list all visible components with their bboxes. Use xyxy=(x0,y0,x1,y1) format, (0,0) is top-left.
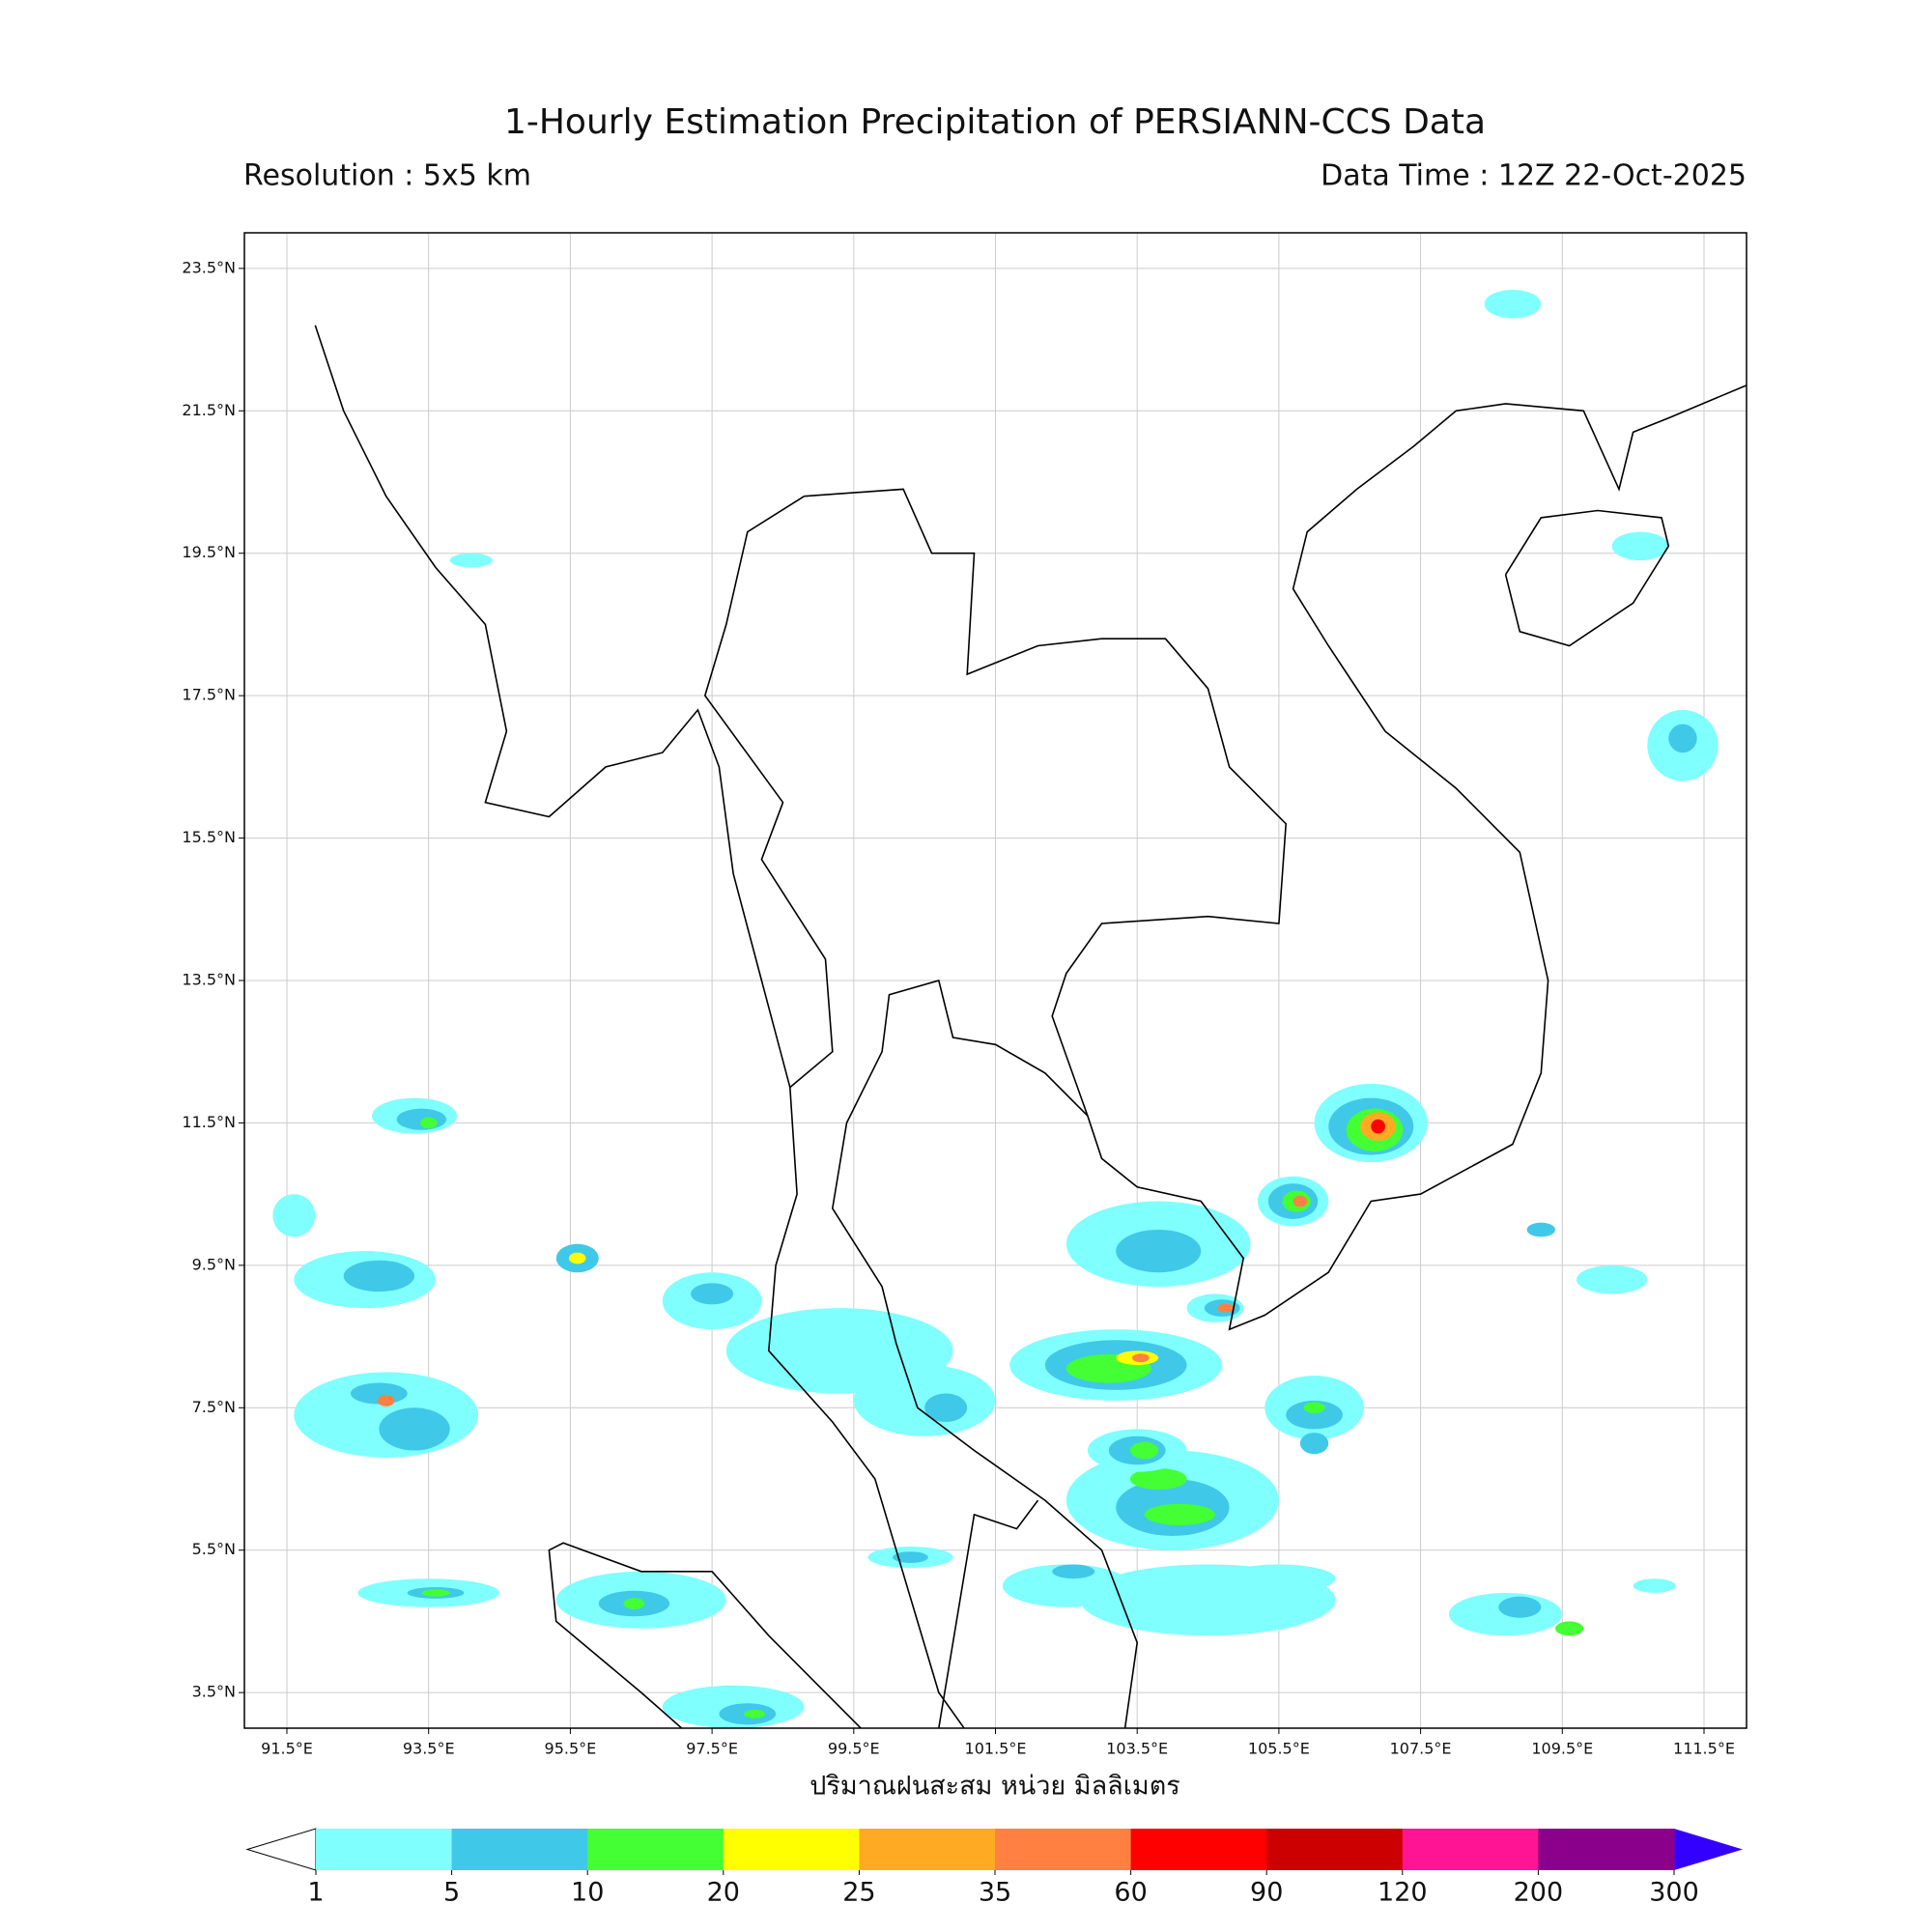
rain-area xyxy=(893,1551,928,1563)
y-tick-label: 5.5°N xyxy=(192,1540,236,1558)
title: 1-Hourly Estimation Precipitation of PER… xyxy=(504,102,1486,142)
rain-area xyxy=(623,1598,645,1609)
rain-area xyxy=(1002,1564,1130,1607)
x-tick-label: 103.5°E xyxy=(1106,1740,1168,1758)
y-tick-label: 23.5°N xyxy=(182,258,236,276)
colorbar-label: 10 xyxy=(571,1878,604,1908)
y-tick-label: 3.5°N xyxy=(192,1683,236,1701)
rain-area xyxy=(343,1260,415,1293)
colorbar-label: 20 xyxy=(707,1878,740,1908)
rain-area xyxy=(1293,1195,1308,1208)
colorbar-segment xyxy=(316,1829,453,1870)
rain-area xyxy=(1222,1564,1336,1593)
colorbar-label: 300 xyxy=(1649,1878,1699,1908)
rain-area xyxy=(1129,1441,1159,1460)
rain-area xyxy=(1554,1621,1584,1636)
data-time: Data Time : 12Z 22-Oct-2025 xyxy=(1321,159,1747,193)
colorbar-label: 25 xyxy=(842,1878,875,1908)
x-tick-label: 95.5°E xyxy=(545,1740,597,1758)
x-tick-label: 107.5°E xyxy=(1390,1740,1452,1758)
colorbar-segment xyxy=(1538,1829,1675,1870)
colorbar-segment xyxy=(1402,1829,1539,1870)
colorbar-label: 35 xyxy=(979,1878,1011,1908)
colorbar-label: 120 xyxy=(1378,1878,1428,1908)
rain-area xyxy=(421,1589,450,1597)
rain-area xyxy=(1132,1353,1150,1363)
colorbar-under xyxy=(245,1828,317,1871)
resolution: Resolution : 5x5 km xyxy=(243,159,531,193)
rain-area xyxy=(1303,1402,1325,1414)
rain-area xyxy=(1217,1303,1235,1313)
y-tick-label: 21.5°N xyxy=(182,401,236,419)
rain-area xyxy=(568,1252,586,1264)
rain-area xyxy=(1576,1264,1648,1294)
rain-area xyxy=(1611,531,1669,561)
x-label: ปริมาณฝนสะสม หน่วย มิลลิเมตร xyxy=(810,1772,1180,1802)
colorbar: 1 5 10 20 25 35 60 90 120 200 300 xyxy=(245,1828,1743,1908)
coastline xyxy=(548,1542,863,1728)
rain-area xyxy=(1526,1222,1555,1237)
rain-area xyxy=(449,553,493,568)
colorbar-label: 90 xyxy=(1250,1878,1283,1908)
colorbar-label: 60 xyxy=(1114,1878,1147,1908)
colorbar-label: 1 xyxy=(307,1878,324,1908)
rain-area xyxy=(744,1709,766,1719)
coastline xyxy=(1504,509,1670,647)
rain-area xyxy=(1668,724,1697,753)
colorbar-segment xyxy=(1266,1829,1404,1870)
coastline xyxy=(804,488,1288,1117)
y-tick-label: 7.5°N xyxy=(192,1398,236,1416)
rain-area xyxy=(1129,1467,1187,1491)
rain-area xyxy=(419,1117,438,1129)
x-tick-label: 101.5°E xyxy=(965,1740,1027,1758)
x-tick-label: 91.5°E xyxy=(261,1740,313,1758)
coastline xyxy=(831,384,1747,1728)
coastline xyxy=(938,1499,1039,1728)
rain-area xyxy=(1498,1596,1542,1618)
x-tick-label: 99.5°E xyxy=(828,1740,880,1758)
rain-area xyxy=(1286,1400,1343,1430)
colorbar-segment xyxy=(1130,1829,1267,1870)
y-tick-label: 9.5°N xyxy=(192,1255,236,1273)
rain-area xyxy=(1371,1119,1385,1134)
rain-area xyxy=(1144,1503,1215,1525)
x-tick-label: 105.5°E xyxy=(1248,1740,1310,1758)
colorbar-segment xyxy=(451,1829,588,1870)
colorbar-segment xyxy=(587,1829,724,1870)
rain-area xyxy=(1052,1564,1095,1579)
rain-area xyxy=(853,1365,996,1436)
rain-area xyxy=(272,1194,316,1237)
x-tick-label: 111.5°E xyxy=(1673,1740,1735,1758)
precipitation xyxy=(272,289,1719,1728)
y-tick-label: 15.5°N xyxy=(182,828,236,846)
y-tick-label: 13.5°N xyxy=(182,971,236,989)
colorbar-over xyxy=(1674,1829,1743,1870)
y-tick-label: 19.5°N xyxy=(182,543,236,561)
grid xyxy=(244,233,1747,1728)
rain-area xyxy=(1484,289,1542,319)
colorbar-segment xyxy=(859,1829,996,1870)
x-tick-label: 93.5°E xyxy=(403,1740,455,1758)
ticks: 91.5°E 93.5°E 95.5°E 97.5°E 99.5°E 101.5°E 103… xyxy=(182,258,1735,1757)
rain-area xyxy=(1633,1578,1676,1593)
y-tick-label: 17.5°N xyxy=(182,686,236,704)
rain-area xyxy=(377,1395,395,1406)
colorbar-label: 5 xyxy=(443,1878,460,1908)
rain-area xyxy=(396,1108,447,1130)
x-tick-label: 97.5°E xyxy=(686,1740,738,1758)
rain-area xyxy=(1116,1230,1202,1273)
x-tick-label: 109.5°E xyxy=(1531,1740,1593,1758)
y-tick-label: 11.5°N xyxy=(182,1113,236,1131)
rain-area xyxy=(379,1407,450,1451)
rain-area xyxy=(1299,1433,1329,1455)
colorbar-segment xyxy=(995,1829,1132,1870)
rain-area xyxy=(691,1283,734,1305)
rain-area xyxy=(924,1393,968,1423)
colorbar-segment xyxy=(723,1829,860,1870)
coastline xyxy=(314,325,966,1728)
colorbar-label: 200 xyxy=(1514,1878,1564,1908)
coastline xyxy=(703,496,834,1089)
coastlines xyxy=(314,325,1747,1728)
